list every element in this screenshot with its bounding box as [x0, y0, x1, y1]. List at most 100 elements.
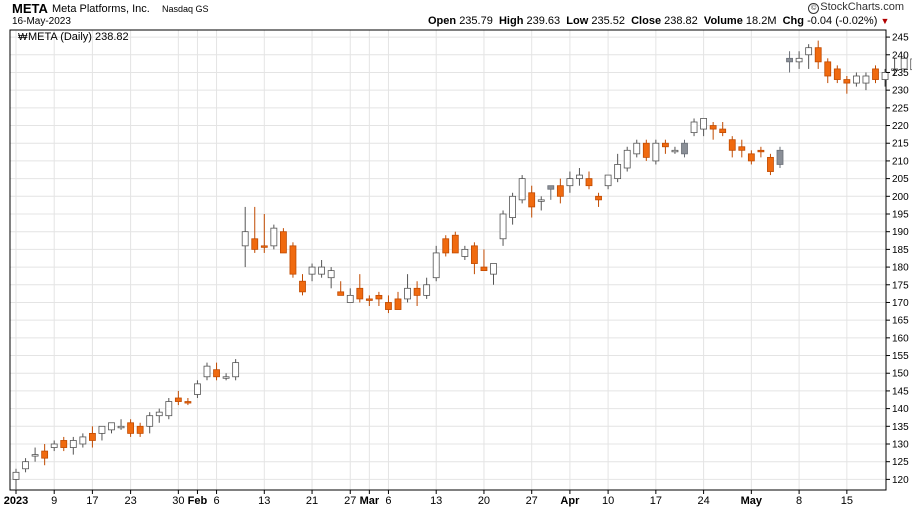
candle [136, 422, 144, 437]
candle [60, 436, 68, 452]
candle-body [872, 68, 879, 80]
x-tick-label: 13 [430, 495, 442, 507]
x-tick-label: 13 [258, 495, 270, 507]
brand-link[interactable]: © StockCharts.com [808, 1, 904, 14]
x-tick-label: 9 [51, 495, 57, 507]
candle-body [652, 142, 660, 162]
candle-body [442, 238, 450, 254]
candle-body [318, 266, 326, 275]
candle-body [451, 234, 459, 254]
candle [213, 362, 220, 381]
candle-body [413, 287, 421, 296]
candle [843, 76, 851, 94]
candle-body [299, 280, 306, 293]
x-tick-label: Mar [360, 495, 380, 507]
candle-body [289, 245, 297, 275]
candle-body [719, 128, 727, 134]
y-tick-label: 145 [892, 386, 909, 397]
candle [423, 277, 431, 299]
candle-body [41, 450, 49, 459]
candle [738, 139, 746, 158]
candle-body [241, 231, 249, 247]
candle-body [232, 362, 240, 378]
candle [404, 274, 411, 303]
copyright-icon: © [808, 3, 820, 14]
candle-body [853, 75, 860, 84]
candle-body [337, 291, 345, 296]
x-axis-ticks: 2023 9 17 23 30 Feb 6 13 21 27 Mar 6 13 20 27 Apr 10 17 24… [4, 490, 853, 507]
y-tick-label: 170 [892, 298, 909, 309]
candle-body [490, 263, 497, 275]
y-tick-label: 185 [892, 245, 909, 256]
candle [117, 419, 125, 430]
candle [805, 44, 813, 69]
y-tick-label: 210 [892, 156, 909, 167]
candle-body [155, 411, 163, 417]
y-tick-label: 240 [892, 50, 909, 61]
candle [547, 185, 555, 200]
candle [910, 58, 912, 71]
candle-body [31, 454, 39, 457]
chart-header: META Meta Platforms, Inc. Nasdaq GS 16-M… [0, 0, 912, 30]
candle [108, 422, 115, 434]
candle [127, 419, 134, 437]
candle [662, 139, 669, 154]
candle-body [279, 231, 287, 254]
candle-body [356, 287, 364, 300]
plot-frame [9, 29, 887, 491]
candle [814, 40, 822, 69]
x-tick-label: 10 [602, 495, 614, 507]
candle-body [681, 142, 688, 155]
candle-body [260, 245, 268, 248]
candle [174, 390, 182, 406]
candle-body [891, 68, 898, 71]
candle [12, 468, 20, 490]
candle [270, 224, 278, 250]
high-label: High [498, 15, 524, 27]
candle-body [862, 75, 870, 84]
low-label: Low [566, 15, 589, 27]
y-tick-label: 230 [892, 86, 909, 97]
candle-body [556, 185, 564, 197]
candle [833, 65, 841, 84]
candle-body [662, 142, 669, 148]
candle [795, 51, 803, 69]
candle-body [136, 425, 144, 434]
x-tick-label: 30 [172, 495, 184, 507]
candle-body [117, 425, 125, 429]
candle [642, 139, 650, 161]
x-tick-label: 20 [478, 495, 490, 507]
candle-body [194, 383, 201, 395]
stockcharts-icon: ₩ [18, 32, 28, 43]
x-tick-label: 2023 [4, 495, 28, 507]
candle-body [585, 178, 593, 187]
x-tick-label: 27 [344, 495, 356, 507]
candle [595, 192, 602, 207]
candle [633, 139, 641, 158]
candle [251, 206, 259, 253]
candle-body [747, 153, 755, 162]
candle [375, 291, 383, 306]
candle [872, 65, 879, 84]
x-tick-label: 21 [306, 495, 318, 507]
candle [327, 267, 335, 289]
candle-body [98, 425, 106, 434]
candle [767, 153, 774, 176]
candle [604, 174, 612, 190]
candle [308, 263, 316, 282]
candle-body [518, 178, 526, 201]
y-tick-label: 175 [892, 280, 909, 291]
candle [518, 175, 526, 204]
company-name: Meta Platforms, Inc. [52, 3, 150, 15]
x-tick-label: 17 [86, 495, 98, 507]
candle-body [642, 142, 650, 158]
ticker-symbol: META [12, 1, 48, 16]
candle [337, 281, 345, 296]
quote-summary: Open 235.79 High 239.63 Low 235.52 Close… [428, 15, 889, 27]
candles [12, 40, 912, 490]
volume-label: Volume [703, 15, 743, 27]
candle-body [700, 118, 707, 130]
y-tick-label: 245 [892, 33, 909, 44]
candle [241, 206, 249, 268]
candle [165, 398, 173, 420]
